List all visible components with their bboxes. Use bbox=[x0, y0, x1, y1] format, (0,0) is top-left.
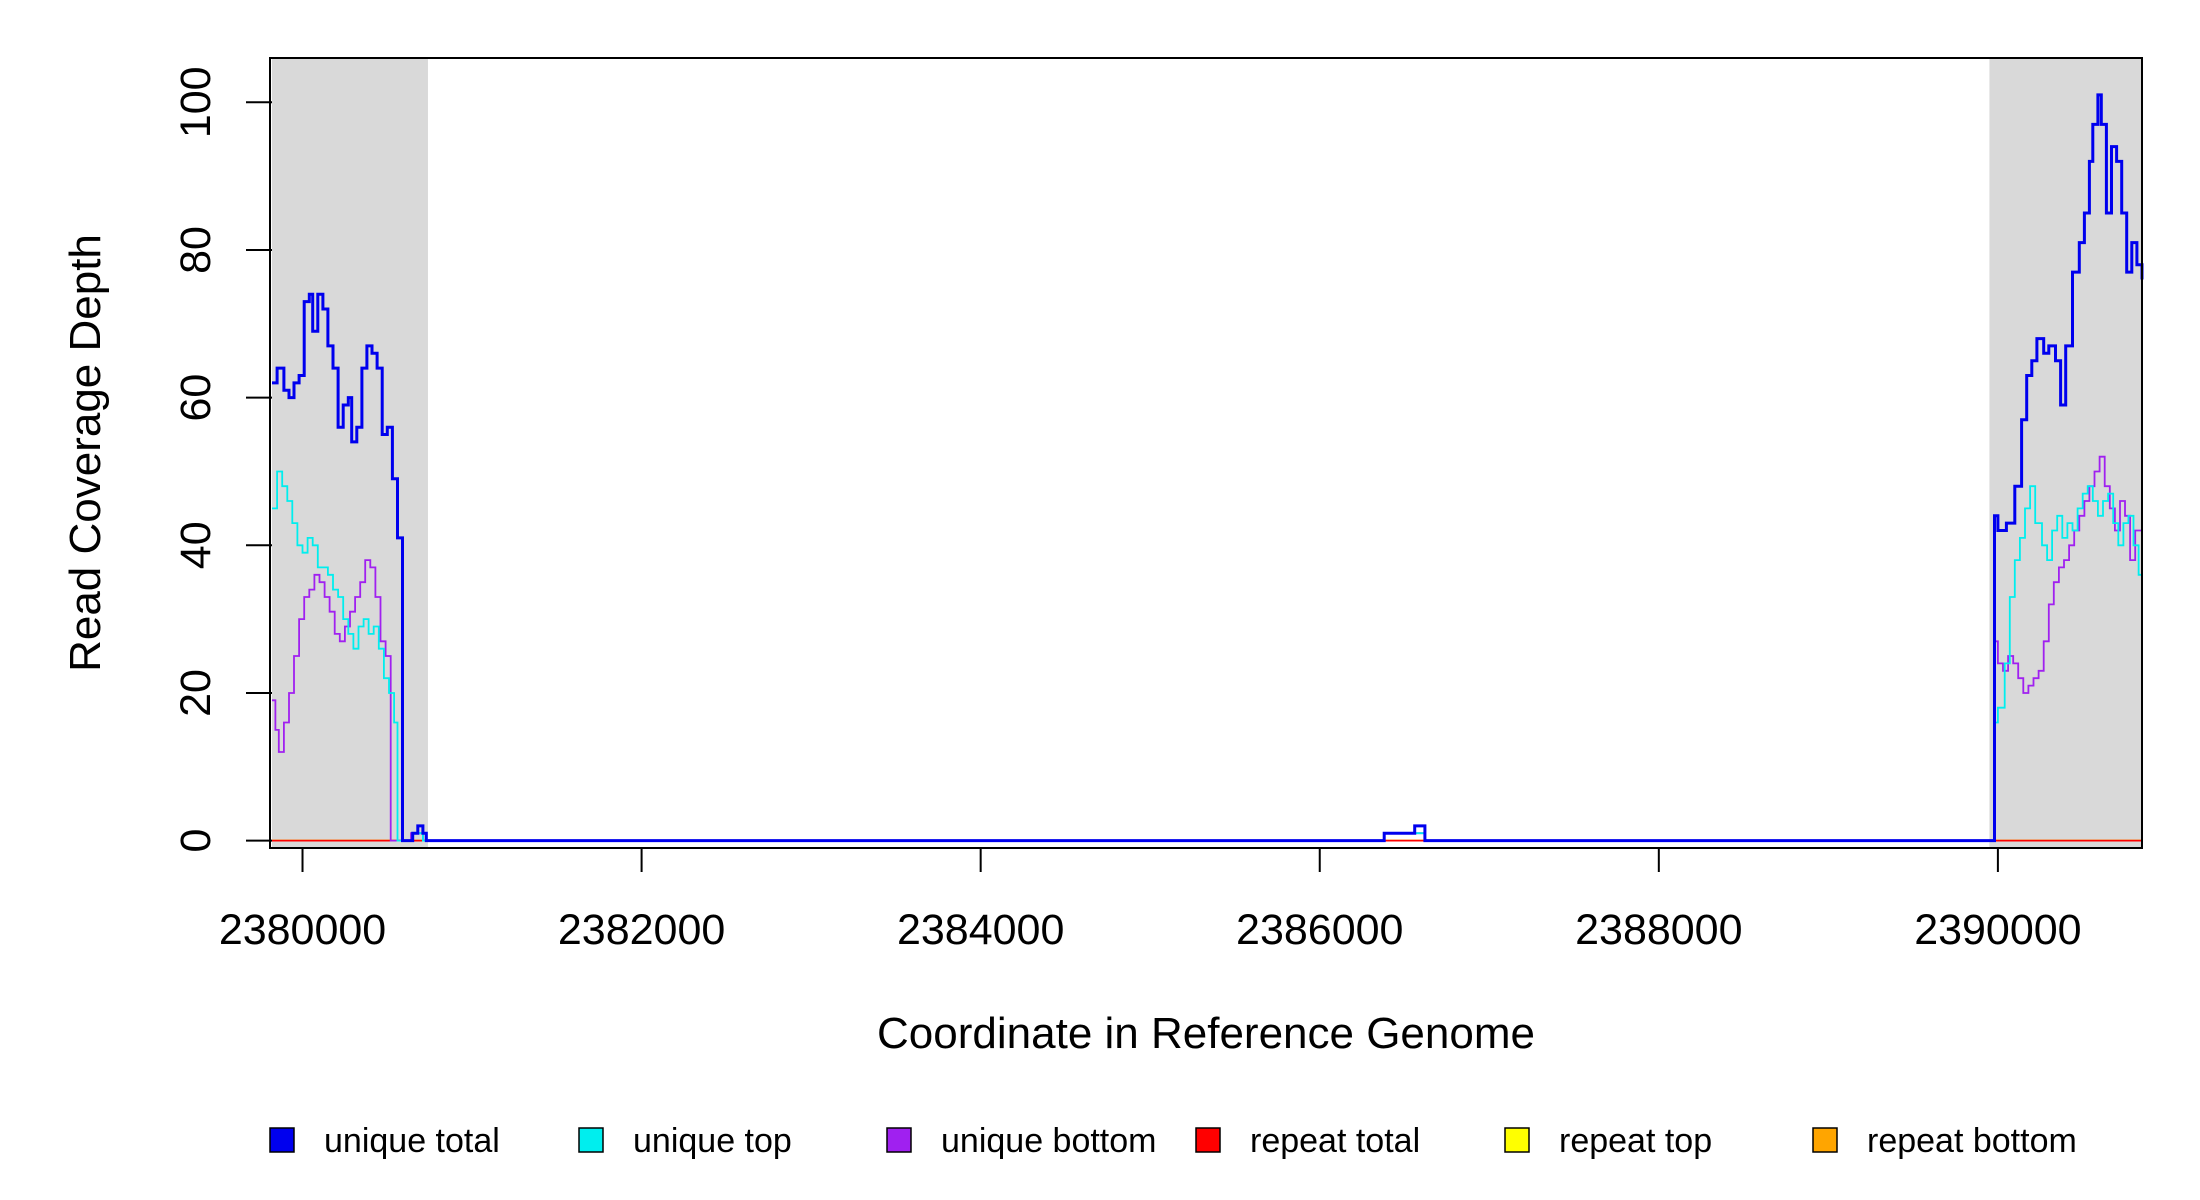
legend-swatch-unique-bottom bbox=[886, 1127, 912, 1153]
y-tick-label: 60 bbox=[172, 374, 220, 422]
legend-swatch-unique-total bbox=[269, 1127, 295, 1153]
legend-swatch-unique-top bbox=[578, 1127, 604, 1153]
x-tick-label: 2384000 bbox=[897, 906, 1064, 954]
y-axis: 0 20 40 60 80 100 bbox=[172, 66, 272, 853]
series-line-unique-bottom bbox=[272, 455, 2143, 842]
shaded-region-2 bbox=[1989, 58, 2142, 848]
shaded-region-1 bbox=[272, 58, 428, 848]
y-tick-label: 100 bbox=[172, 66, 220, 138]
series-line-unique-top bbox=[272, 470, 2143, 842]
legend-swatch-repeat-total bbox=[1195, 1127, 1221, 1153]
series-line-unique-total bbox=[272, 93, 2144, 843]
y-tick-label: 40 bbox=[172, 521, 220, 569]
legend-swatch-repeat-bottom bbox=[1812, 1127, 1838, 1153]
legend-label: repeat bottom bbox=[1867, 1122, 2077, 1160]
x-tick-label: 2382000 bbox=[558, 906, 725, 954]
plot-frame bbox=[269, 57, 2143, 849]
y-tick-label: 20 bbox=[172, 669, 220, 717]
x-axis-title: Coordinate in Reference Genome bbox=[877, 1009, 1535, 1058]
x-axis: 2380000 2382000 2384000 2386000 2388000 23900… bbox=[219, 847, 2082, 954]
legend-swatch-repeat-top bbox=[1504, 1127, 1530, 1153]
x-tick-label: 2386000 bbox=[1236, 906, 1403, 954]
x-tick-label: 2390000 bbox=[1914, 906, 2081, 954]
legend-label: repeat top bbox=[1559, 1122, 1712, 1160]
x-tick-label: 2380000 bbox=[219, 906, 386, 954]
y-axis-title: Read Coverage Depth bbox=[61, 234, 110, 672]
legend-label: unique total bbox=[324, 1122, 500, 1160]
legend-label: unique top bbox=[633, 1122, 792, 1160]
y-tick-label: 80 bbox=[172, 226, 220, 274]
legend-label: unique bottom bbox=[941, 1122, 1157, 1160]
legend-label: repeat total bbox=[1250, 1122, 1420, 1160]
series-lines bbox=[272, 93, 2144, 843]
y-tick-label: 0 bbox=[172, 829, 220, 853]
legend: unique total unique top unique bottom repea… bbox=[269, 1122, 2077, 1160]
shaded-regions bbox=[272, 58, 2142, 848]
x-tick-label: 2388000 bbox=[1575, 906, 1742, 954]
